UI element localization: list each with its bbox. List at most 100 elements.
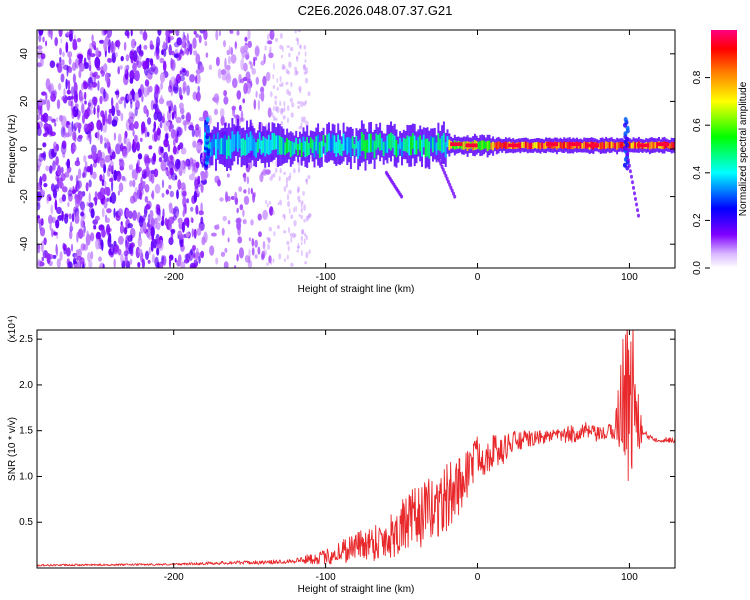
heat-cell	[302, 191, 305, 196]
heat-cell	[57, 83, 62, 91]
heat-cell	[198, 255, 201, 264]
heat-cell	[220, 115, 225, 126]
heat-cell	[94, 56, 101, 69]
heat-cell	[197, 85, 200, 93]
heat-cell	[148, 145, 153, 150]
heat-cell	[293, 206, 296, 213]
heat-cell	[400, 194, 404, 199]
heat-cell	[284, 214, 286, 221]
heat-cell	[243, 189, 247, 194]
heat-cell	[49, 60, 56, 68]
heat-cell	[254, 254, 258, 259]
heat-cell	[167, 36, 171, 43]
heat-cell	[176, 37, 182, 46]
heat-cell	[499, 142, 502, 148]
heat-cell	[229, 30, 234, 34]
heat-cell	[160, 160, 167, 172]
heat-cell	[144, 196, 149, 203]
heat-cell	[153, 121, 157, 131]
heat-cell	[238, 186, 243, 193]
heat-cell	[146, 131, 150, 137]
heat-cell	[53, 230, 56, 235]
heat-cell	[279, 100, 282, 107]
heat-cell	[370, 133, 372, 153]
colorbar: 0.0 0.2 0.4 0.6 0.8 Normalized spectral ampl…	[692, 30, 749, 275]
heat-cell	[247, 40, 252, 49]
heat-cell	[227, 55, 231, 65]
heat-cell	[126, 142, 130, 154]
heat-cell	[91, 151, 97, 161]
heat-cell	[243, 195, 250, 205]
heat-cell	[344, 138, 347, 151]
heat-cell	[220, 251, 226, 257]
heat-cell	[532, 142, 535, 149]
heat-cell	[145, 204, 151, 210]
heat-cell	[565, 142, 567, 149]
heat-cell	[165, 121, 171, 127]
heat-cell	[299, 88, 302, 94]
heat-cell	[129, 180, 133, 187]
heat-cell	[123, 250, 129, 257]
heat-cell	[55, 156, 59, 166]
heat-cell	[307, 215, 310, 220]
heat-cell	[104, 30, 109, 34]
colorbar-tick-label: 0.2	[692, 213, 703, 227]
heat-cell	[215, 139, 217, 159]
heat-cell	[137, 153, 143, 160]
heat-cell	[161, 179, 165, 189]
heat-cell	[184, 159, 190, 167]
heat-cell	[274, 105, 278, 112]
heat-cell	[224, 57, 227, 70]
heat-cell	[309, 137, 312, 149]
heat-cell	[290, 214, 294, 220]
heat-cell	[368, 133, 371, 153]
heat-cell	[346, 137, 349, 155]
heat-cell	[45, 92, 48, 101]
heat-cell	[80, 219, 84, 230]
heat-cell	[283, 100, 286, 107]
heat-cell	[221, 227, 225, 236]
heat-cell	[557, 142, 560, 149]
heat-cell	[301, 200, 304, 205]
heat-cell	[300, 142, 303, 157]
heat-cell	[395, 140, 398, 158]
x-tick-label: -100	[316, 572, 336, 583]
heat-cell	[240, 138, 243, 157]
heat-cell	[287, 175, 291, 181]
heat-cell	[225, 69, 231, 81]
heat-cell	[73, 82, 78, 94]
heat-cell	[123, 99, 127, 109]
heat-cell	[386, 135, 389, 153]
heat-cell	[267, 107, 272, 118]
heat-cell	[264, 45, 267, 51]
heat-cell	[619, 141, 622, 148]
heat-cell	[276, 106, 280, 113]
heat-cell	[88, 59, 92, 71]
heat-cell	[271, 31, 274, 35]
heat-cell	[307, 175, 311, 180]
heat-cell	[162, 208, 165, 219]
heat-cell	[483, 140, 485, 150]
heat-cell	[627, 163, 631, 168]
heat-cell	[64, 171, 70, 178]
heat-cell	[197, 175, 201, 181]
heat-cell	[42, 142, 47, 148]
heat-cell	[298, 85, 302, 91]
heat-cell	[285, 177, 289, 184]
heat-cell	[137, 236, 143, 248]
heat-cell	[125, 208, 130, 219]
heat-cell	[428, 141, 431, 159]
heat-cell	[281, 81, 284, 88]
snr-frame	[36, 329, 676, 569]
heat-cell	[196, 142, 202, 154]
heat-cell	[200, 171, 206, 181]
heat-cell	[77, 228, 84, 239]
heat-cell	[159, 121, 163, 129]
heat-cell	[49, 222, 52, 231]
heat-cell	[247, 187, 251, 195]
heat-cell	[76, 180, 80, 192]
heat-cell	[121, 175, 126, 182]
heat-cell	[120, 253, 124, 264]
heat-cell	[69, 33, 73, 42]
heat-cell	[70, 243, 74, 252]
